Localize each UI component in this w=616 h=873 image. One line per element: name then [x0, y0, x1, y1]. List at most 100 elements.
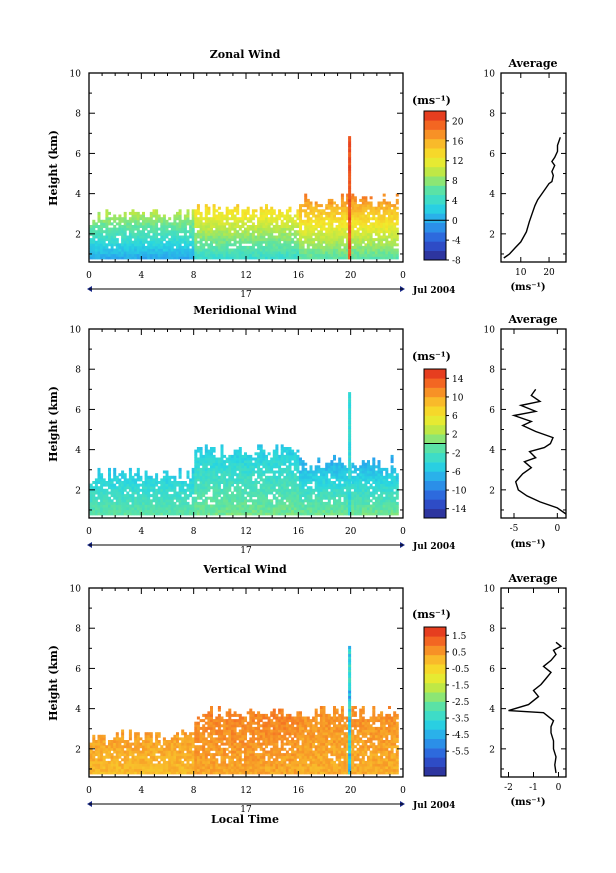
heatmap-cell — [314, 206, 318, 210]
heatmap-cell — [126, 753, 130, 757]
heatmap-cell — [168, 240, 172, 244]
heatmap-cell — [149, 512, 153, 516]
heatmap-cell — [327, 501, 331, 505]
heatmap-cell — [353, 222, 357, 226]
heatmap-cell — [267, 499, 271, 503]
heatmap-cell — [327, 243, 331, 247]
heatmap-cell — [249, 488, 253, 492]
heatmap-cell — [267, 501, 271, 505]
heatmap-cell — [322, 496, 326, 500]
heatmap-cell — [118, 243, 122, 247]
heatmap-cell — [246, 219, 250, 223]
heatmap-cell — [359, 238, 363, 242]
heatmap-cell — [100, 740, 104, 743]
heatmap-cell — [236, 256, 240, 260]
heatmap-cell — [147, 742, 151, 746]
heatmap-cell — [97, 478, 101, 482]
heatmap-cell — [233, 457, 237, 461]
heatmap-cell — [210, 222, 213, 226]
heatmap-cell — [207, 457, 211, 461]
heatmap-cell — [108, 742, 111, 746]
heatmap-cell — [346, 243, 350, 247]
heatmap-cell — [147, 509, 151, 513]
heatmap-cell — [353, 225, 357, 228]
heatmap-cell — [215, 256, 219, 260]
heatmap-cell — [228, 467, 232, 471]
heatmap-cell — [155, 245, 159, 249]
heatmap-cell — [364, 243, 368, 247]
heatmap-cell — [131, 496, 135, 500]
heatmap-cell — [275, 452, 279, 456]
heatmap-cell — [220, 478, 224, 482]
heatmap-cell — [199, 467, 203, 471]
heatmap-cell — [186, 256, 190, 260]
heatmap-cell — [340, 491, 344, 495]
heatmap-cell — [288, 501, 292, 505]
heatmap-cell — [236, 211, 240, 215]
heatmap-cell — [262, 452, 266, 456]
heatmap-cell — [165, 256, 169, 260]
heatmap-cell — [160, 755, 164, 759]
heatmap-cell — [262, 512, 266, 516]
heatmap-cell — [325, 204, 329, 208]
heatmap-cell — [92, 256, 96, 260]
heatmap-cell — [393, 499, 397, 503]
heatmap-cell — [108, 755, 111, 759]
heatmap-cell — [181, 253, 185, 257]
average-frame — [500, 72, 567, 263]
heatmap-cell — [259, 206, 263, 210]
heatmap-cell — [115, 481, 119, 484]
heatmap-cell — [126, 256, 130, 260]
heatmap-cell — [173, 227, 177, 231]
heatmap-cell — [220, 214, 224, 218]
heatmap-cell — [204, 454, 208, 458]
heatmap-cell — [285, 447, 289, 450]
heatmap-cell — [388, 240, 391, 244]
heatmap-cell — [157, 486, 161, 490]
heatmap-cell — [94, 760, 98, 764]
heatmap-cell — [215, 512, 219, 516]
heatmap-cell — [144, 245, 148, 249]
heatmap-cell — [283, 512, 287, 516]
heatmap-cell — [142, 219, 145, 223]
heatmap-cell — [395, 227, 399, 231]
heatmap-cell — [322, 251, 326, 255]
heatmap-cell — [212, 499, 216, 503]
heatmap-cell — [108, 481, 111, 484]
heatmap-cell — [330, 206, 334, 210]
heatmap-cell — [110, 222, 114, 226]
heatmap-cell — [202, 248, 206, 252]
heatmap-cell — [382, 225, 386, 228]
heatmap-cell — [299, 475, 302, 479]
heatmap-cell — [283, 238, 287, 242]
heatmap-cell — [301, 222, 305, 226]
heatmap-cell — [254, 235, 258, 239]
heatmap-cell — [306, 496, 310, 500]
heatmap-cell — [191, 219, 195, 223]
heatmap-cell — [155, 248, 159, 252]
heatmap-cell — [369, 465, 373, 469]
heatmap-cell — [196, 512, 200, 516]
heatmap-cell — [217, 243, 221, 247]
heatmap-cell — [149, 509, 153, 513]
heatmap-cell — [270, 509, 274, 513]
heatmap-cell — [147, 732, 151, 736]
heatmap-cell — [325, 507, 329, 511]
heatmap-cell — [139, 737, 143, 741]
heatmap-cell — [351, 462, 355, 466]
heatmap-cell — [183, 248, 187, 252]
heatmap-cell — [123, 486, 127, 490]
heatmap-cell — [304, 488, 308, 492]
heatmap-cell — [142, 771, 145, 775]
heatmap-cell — [291, 462, 295, 466]
heatmap-cell — [128, 251, 132, 255]
heatmap-cell — [390, 256, 394, 260]
heatmap-cell — [189, 243, 193, 247]
heatmap-cell — [280, 462, 284, 466]
heatmap-cell — [189, 222, 193, 226]
heatmap-cell — [210, 447, 213, 450]
heatmap-cell — [359, 198, 363, 202]
heatmap-cell — [319, 478, 323, 482]
heatmap-cell — [165, 243, 169, 247]
heatmap-cell — [299, 462, 302, 466]
